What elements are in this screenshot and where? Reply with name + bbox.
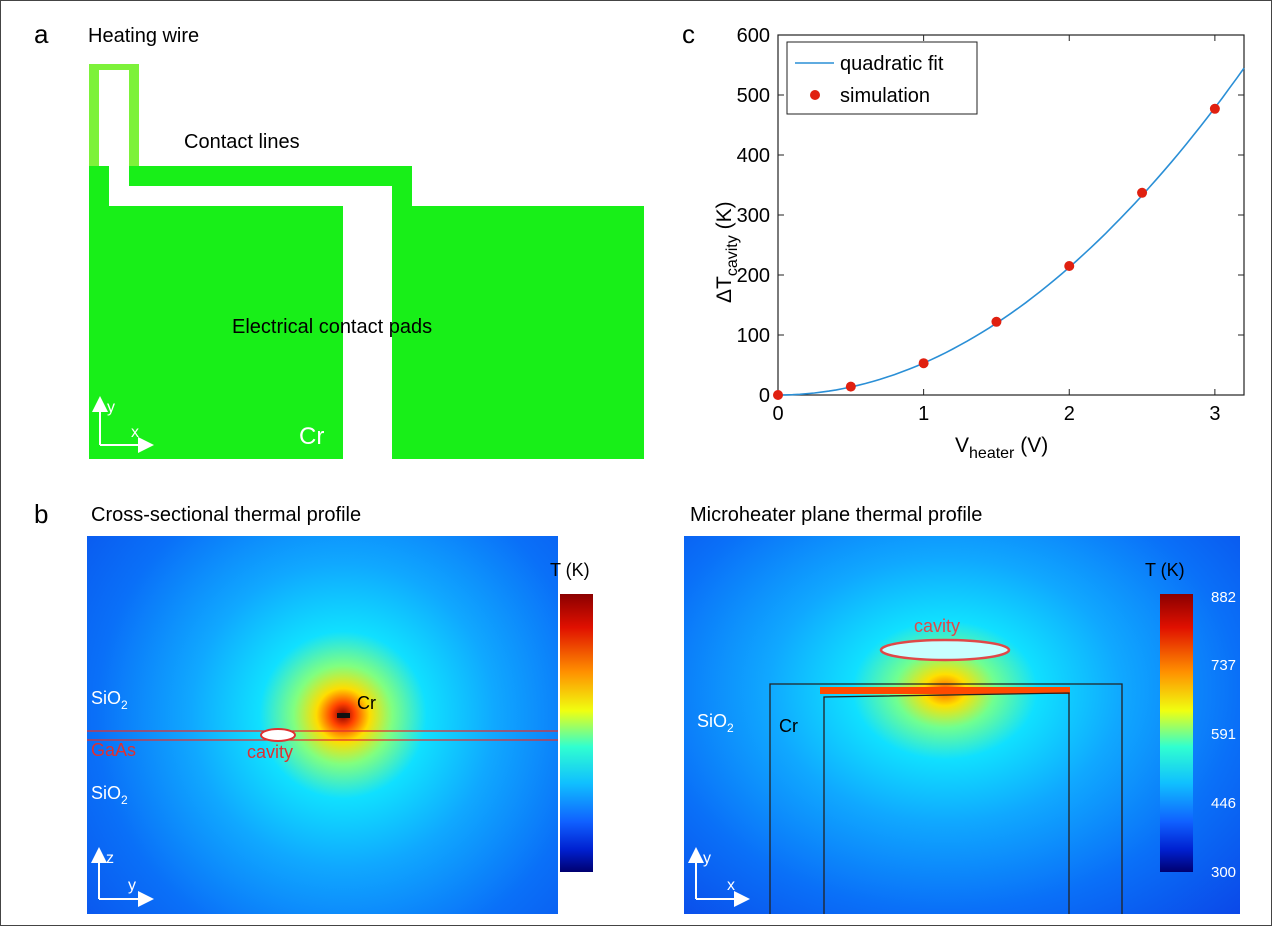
cr-wire-cross-section — [337, 713, 350, 718]
y-axis-label: ΔTcavity (K) — [713, 201, 741, 303]
right-contact-line — [392, 166, 412, 206]
simulation-point — [1209, 103, 1220, 114]
simulation-point — [773, 390, 783, 400]
colorbar-tick: 882 — [612, 589, 637, 606]
colorbar-tick: 300 — [612, 864, 637, 881]
colorbar-title-left: T (K) — [550, 560, 590, 580]
sio2-bottom-label: SiO2 — [91, 783, 128, 807]
cross-section-map — [87, 536, 558, 914]
heating-wire-label: Heating wire — [88, 25, 199, 47]
panel-c-letter: c — [682, 19, 695, 49]
colorbar-tick: 737 — [612, 657, 637, 674]
simulation-point — [991, 316, 1002, 327]
axis-z-label-left: z — [106, 850, 114, 867]
panel-b-letter: b — [34, 499, 48, 529]
legend-simulation-swatch — [810, 90, 820, 100]
cavity-marker-right — [879, 638, 1011, 662]
x-tick-label: 2 — [1064, 403, 1075, 425]
cr-label-a: Cr — [299, 423, 324, 450]
colorbar-tick: 446 — [1211, 795, 1236, 812]
heating-wire-right — [129, 64, 139, 166]
panel-b: b Cross-sectional thermal profile SiO2 G… — [34, 499, 1240, 914]
cr-label-left: Cr — [357, 693, 376, 713]
cr-label-right: Cr — [779, 716, 798, 736]
y-tick-label: 0 — [759, 385, 770, 407]
sio2-top-label: SiO2 — [91, 688, 128, 712]
axis-y-label-right: y — [703, 850, 711, 867]
cavity-label-right: cavity — [914, 616, 960, 636]
sio2-label-right: SiO2 — [697, 711, 734, 735]
axes-indicator-right: y x — [688, 847, 750, 907]
axis-y-label-a: y — [107, 399, 115, 416]
plane-map — [684, 536, 1240, 914]
x-tick-label: 1 — [918, 403, 929, 425]
fit-line — [777, 67, 1245, 396]
contact-lines-label: Contact lines — [184, 131, 300, 153]
colorbar-tick: 446 — [612, 795, 637, 812]
cavity-marker-left — [260, 728, 296, 742]
colorbar-tick: 591 — [1211, 726, 1236, 743]
legend-fit-label: quadratic fit — [840, 53, 944, 75]
heater-line — [820, 687, 1070, 694]
y-tick-label: 400 — [737, 145, 770, 167]
heating-wire-left — [89, 64, 99, 166]
colorbar-right: T (K) 882 737 591 446 300 — [1145, 560, 1236, 881]
colorbar-tick: 300 — [1211, 864, 1236, 881]
right-contact-pad — [392, 206, 644, 459]
colorbar-tick: 882 — [1211, 589, 1236, 606]
colorbar-title-right: T (K) — [1145, 560, 1185, 580]
delta-t-chart: 0 100 200 300 400 500 600 0 1 2 3 Vheater (V) ΔTcavi… — [713, 25, 1245, 462]
axis-x-label-a: x — [131, 424, 139, 441]
cross-section-title: Cross-sectional thermal profile — [91, 504, 361, 526]
cr-outline-inner — [823, 692, 1070, 914]
colorbar-tick: 737 — [1211, 657, 1236, 674]
gaas-label: GaAs — [91, 740, 136, 760]
x-axis-label: Vheater (V) — [955, 434, 1048, 462]
legend-simulation-label: simulation — [840, 85, 930, 107]
simulation-point — [1137, 187, 1148, 198]
legend-box — [786, 41, 978, 115]
panel-c: c 0 100 200 300 400 500 600 0 1 2 3 Vheater (V) ΔTca… — [682, 19, 1245, 462]
axes-indicator-left: z y — [91, 847, 154, 907]
y-tick-label: 300 — [737, 205, 770, 227]
electrode-geometry — [89, 64, 644, 459]
axis-y-label-left: y — [128, 877, 136, 894]
x-tick-label: 0 — [772, 403, 783, 425]
colorbar-tick: 591 — [612, 726, 637, 743]
simulation-point — [918, 358, 929, 369]
x-tick-label: 3 — [1209, 403, 1220, 425]
panel-a-letter: a — [34, 19, 49, 49]
colorbar-left: T (K) 882 737 591 446 300 — [550, 560, 637, 881]
axes-indicator-a: y x — [92, 396, 154, 453]
panel-a: a Heating wire Contact lines Electrical … — [34, 19, 644, 459]
y-tick-label: 500 — [737, 85, 770, 107]
plane-profile-title: Microheater plane thermal profile — [690, 504, 982, 526]
left-contact-line — [89, 166, 109, 206]
cr-outline-outer — [769, 683, 1123, 914]
top-contact-line — [129, 166, 412, 186]
simulation-point — [845, 381, 856, 392]
y-tick-label: 600 — [737, 25, 770, 47]
y-tick-label: 100 — [737, 325, 770, 347]
heating-wire-top — [89, 64, 139, 70]
y-tick-label: 200 — [737, 265, 770, 287]
contact-pads-label: Electrical contact pads — [232, 316, 432, 338]
simulation-point — [1064, 261, 1075, 271]
axis-x-label-right: x — [727, 877, 735, 894]
cavity-label-left: cavity — [247, 742, 293, 762]
left-contact-pad — [89, 206, 343, 459]
